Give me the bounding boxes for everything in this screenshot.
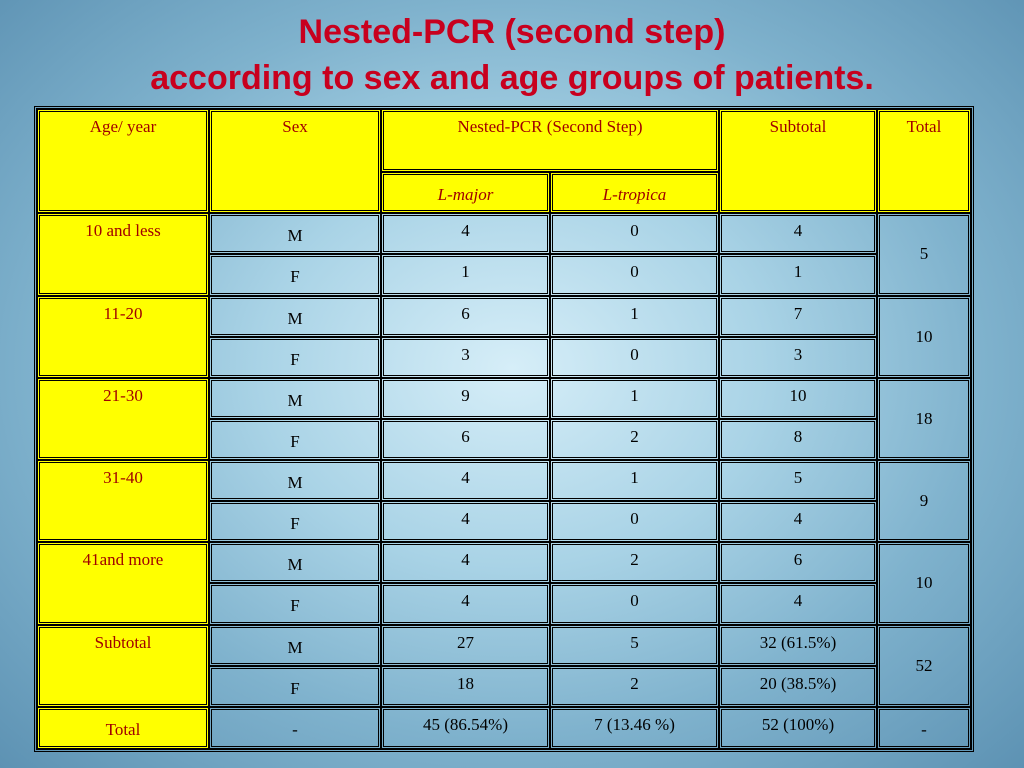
subtotal-cell: 6 bbox=[719, 542, 877, 584]
header-nested-pcr: Nested-PCR (Second Step) bbox=[381, 109, 719, 173]
subtotal-cell: 5 bbox=[719, 460, 877, 502]
l-major-cell: 4 bbox=[381, 501, 550, 543]
subtotal-cell: 1 bbox=[719, 254, 877, 296]
subtotal-cell: 3 bbox=[719, 336, 877, 378]
total-label-cell: Total bbox=[37, 706, 209, 749]
l-tropica-cell: 0 bbox=[550, 336, 719, 378]
l-tropica-cell: 2 bbox=[550, 418, 719, 461]
l-major-cell: 4 bbox=[381, 213, 550, 255]
l-major-cell: 4 bbox=[381, 542, 550, 584]
results-table: Age/ year Sex Nested-PCR (Second Step) S… bbox=[34, 106, 974, 752]
table-row: 31-40 M 4 1 5 9 bbox=[37, 460, 971, 543]
l-tropica-cell: 0 bbox=[550, 501, 719, 543]
l-major-cell: 1 bbox=[381, 254, 550, 296]
l-tropica-cell: 0 bbox=[550, 583, 719, 625]
slide-title-line-1: Nested-PCR (second step) bbox=[298, 13, 726, 51]
sex-cell: F bbox=[209, 583, 381, 625]
age-group-cell: 31-40 bbox=[37, 460, 209, 543]
subtotal-cell: 20 (38.5%) bbox=[719, 665, 877, 707]
l-major-cell: 4 bbox=[381, 583, 550, 625]
l-major-cell: 4 bbox=[381, 460, 550, 502]
l-major-cell: 27 bbox=[381, 624, 550, 666]
total-sex-cell: - bbox=[209, 706, 381, 749]
l-tropica-cell: 2 bbox=[550, 542, 719, 584]
l-tropica-cell: 1 bbox=[550, 460, 719, 502]
slide-title-line-2: according to sex and age groups of patie… bbox=[150, 59, 874, 97]
table-row: F 18 2 20 (38.5%) bbox=[37, 665, 971, 707]
subtotal-cell: 4 bbox=[719, 213, 877, 255]
sex-cell: M bbox=[209, 460, 381, 502]
l-tropica-cell: 0 bbox=[550, 254, 719, 296]
l-tropica-cell: 2 bbox=[550, 665, 719, 707]
header-subtotal: Subtotal bbox=[719, 109, 877, 214]
age-group-cell: 21-30 bbox=[37, 377, 209, 461]
table-row: 10 and less M 4 0 4 5 bbox=[37, 213, 971, 296]
subtotal-cell: 32 (61.5%) bbox=[719, 624, 877, 666]
l-major-cell: 6 bbox=[381, 295, 550, 337]
group-total-cell: 18 bbox=[877, 377, 971, 461]
total-subtotal-cell: 52 (100%) bbox=[719, 706, 877, 749]
l-major-cell: 18 bbox=[381, 665, 550, 707]
l-tropica-cell: 1 bbox=[550, 295, 719, 337]
total-l-major-cell: 45 (86.54%) bbox=[381, 706, 550, 749]
header-age-year: Age/ year bbox=[37, 109, 209, 214]
age-group-cell: 11-20 bbox=[37, 295, 209, 378]
group-total-cell: 10 bbox=[877, 295, 971, 378]
sex-cell: F bbox=[209, 665, 381, 707]
subtotal-cell: 10 bbox=[719, 377, 877, 419]
l-major-cell: 6 bbox=[381, 418, 550, 461]
l-tropica-cell: 1 bbox=[550, 377, 719, 419]
l-tropica-cell: 0 bbox=[550, 213, 719, 255]
subtotal-cell: 7 bbox=[719, 295, 877, 337]
sex-cell: F bbox=[209, 501, 381, 543]
sex-cell: M bbox=[209, 295, 381, 337]
sex-cell: M bbox=[209, 542, 381, 584]
l-major-cell: 3 bbox=[381, 336, 550, 378]
grand-total-cell: - bbox=[877, 706, 971, 749]
table-row: 11-20 M 6 1 7 10 bbox=[37, 295, 971, 378]
group-total-cell: 52 bbox=[877, 624, 971, 707]
group-total-cell: 9 bbox=[877, 460, 971, 543]
sex-cell: F bbox=[209, 336, 381, 378]
sex-cell: M bbox=[209, 624, 381, 666]
table-row: Subtotal M 27 5 32 (61.5%) 52 bbox=[37, 624, 971, 707]
subtotal-cell: 8 bbox=[719, 418, 877, 461]
sex-cell: F bbox=[209, 418, 381, 461]
age-group-cell: 10 and less bbox=[37, 213, 209, 296]
header-sex: Sex bbox=[209, 109, 381, 214]
total-row: Total -45 (86.54%) 7 (13.46 %) 52 (100%) - bbox=[37, 706, 971, 749]
group-total-cell: 10 bbox=[877, 542, 971, 625]
subtotal-cell: 4 bbox=[719, 501, 877, 543]
age-group-cell: 41and more bbox=[37, 542, 209, 625]
l-tropica-cell: 5 bbox=[550, 624, 719, 666]
l-major-cell: 9 bbox=[381, 377, 550, 419]
sex-cell: M bbox=[209, 213, 381, 255]
header-total: Total bbox=[877, 109, 971, 214]
header-l-tropica: L-tropica bbox=[550, 172, 719, 214]
sex-cell: M bbox=[209, 377, 381, 419]
table-row: 21-30 M 9 1 10 18 bbox=[37, 377, 971, 461]
age-group-cell: Subtotal bbox=[37, 624, 209, 707]
subtotal-cell: 4 bbox=[719, 583, 877, 625]
header-l-major: L-major bbox=[381, 172, 550, 214]
sex-cell: F bbox=[209, 254, 381, 296]
table-row: 41and more M 4 2 6 10 bbox=[37, 542, 971, 625]
group-total-cell: 5 bbox=[877, 213, 971, 296]
total-l-tropica-cell: 7 (13.46 %) bbox=[550, 706, 719, 749]
